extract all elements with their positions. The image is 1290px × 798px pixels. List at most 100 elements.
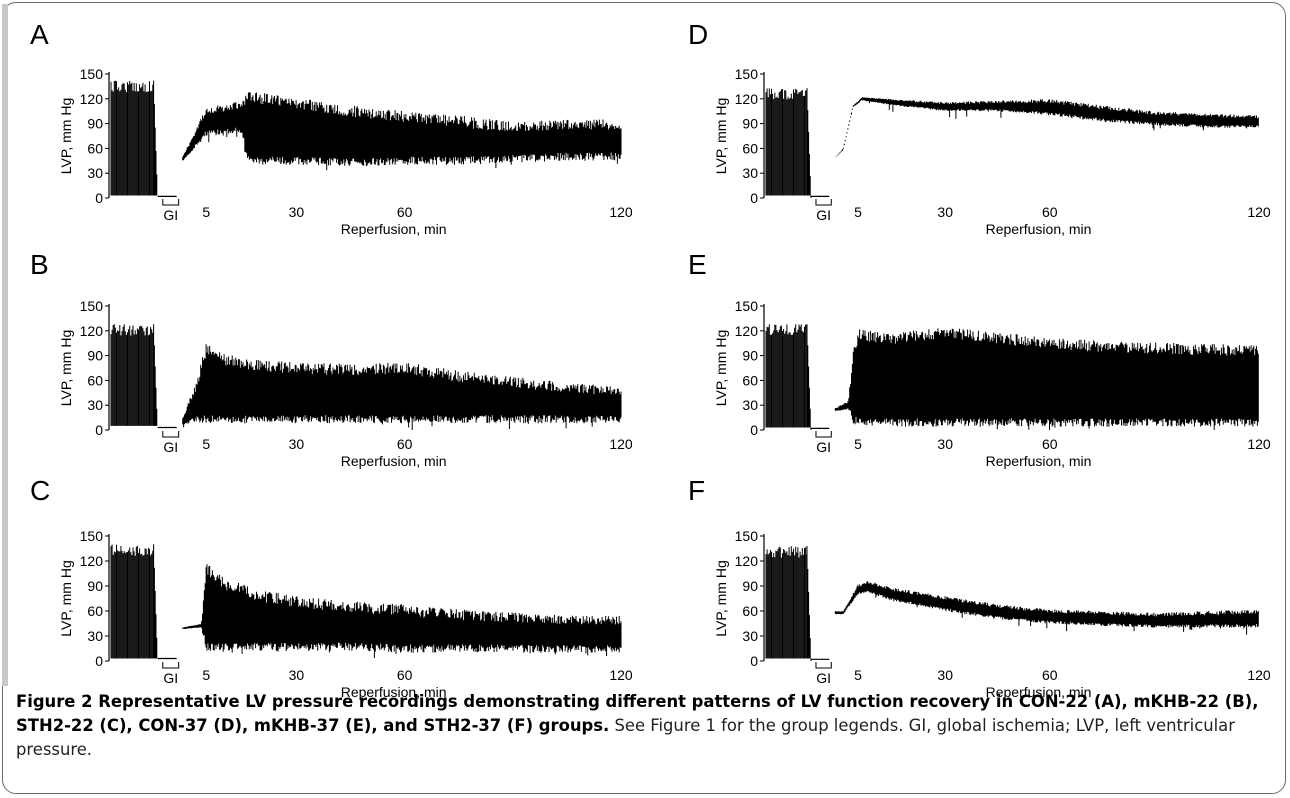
y-tick-label: 90 bbox=[742, 116, 758, 132]
x-tick-label: 30 bbox=[937, 667, 953, 683]
x-tick-label: 5 bbox=[202, 436, 210, 452]
y-axis-label: LVP, mm Hg bbox=[58, 330, 74, 407]
x-tick-label: 120 bbox=[1247, 436, 1271, 452]
gi-label: GI bbox=[816, 439, 831, 455]
x-tick-label: 5 bbox=[854, 204, 862, 220]
x-tick-label: 120 bbox=[1247, 204, 1271, 220]
x-tick-label: 60 bbox=[397, 204, 413, 220]
y-tick-label: 150 bbox=[80, 528, 104, 544]
y-tick-label: 150 bbox=[735, 66, 759, 82]
y-tick-label: 120 bbox=[80, 91, 104, 107]
x-tick-label: 60 bbox=[1042, 204, 1058, 220]
panel-e: E LVP, mm Hg 0 30 60 90 120 150 GI 5 30 60 120 Reperf… bbox=[688, 249, 1271, 469]
x-axis-label: Reperfusion, min bbox=[986, 453, 1092, 469]
y-axis-label: LVP, mm Hg bbox=[713, 560, 729, 637]
caption-title: Figure 2 Representative LV pressure reco… bbox=[16, 692, 1259, 735]
y-tick-label: 60 bbox=[87, 603, 103, 619]
y-tick-label: 30 bbox=[87, 165, 103, 181]
y-tick-label: 0 bbox=[750, 190, 758, 206]
x-tick-label: 60 bbox=[397, 667, 413, 683]
x-tick-label: 30 bbox=[289, 204, 305, 220]
y-tick-label: 0 bbox=[750, 422, 758, 438]
y-axis-label: LVP, mm Hg bbox=[58, 560, 74, 637]
gi-bracket bbox=[815, 662, 832, 669]
y-tick-label: 150 bbox=[80, 298, 104, 314]
y-tick-label: 60 bbox=[742, 603, 758, 619]
baseline-trace bbox=[110, 544, 158, 659]
reperfusion-trace bbox=[182, 92, 622, 171]
reperfusion-trace bbox=[834, 581, 1259, 635]
y-tick-label: 30 bbox=[742, 165, 758, 181]
x-tick-label: 120 bbox=[609, 204, 633, 220]
y-tick-label: 90 bbox=[742, 578, 758, 594]
gi-bracket bbox=[815, 199, 832, 206]
y-tick-label: 30 bbox=[742, 628, 758, 644]
x-tick-label: 120 bbox=[609, 436, 633, 452]
figure-caption: Figure 2 Representative LV pressure reco… bbox=[16, 690, 1272, 762]
baseline-trace bbox=[765, 88, 812, 198]
x-tick-label: 5 bbox=[854, 667, 862, 683]
y-tick-label: 150 bbox=[735, 528, 759, 544]
x-tick-label: 120 bbox=[609, 667, 633, 683]
panel-letter: D bbox=[688, 19, 708, 50]
x-tick-label: 30 bbox=[289, 667, 305, 683]
reperfusion-trace bbox=[834, 97, 1259, 158]
baseline-trace bbox=[765, 324, 812, 430]
gi-bracket bbox=[162, 431, 180, 438]
panel-letter: B bbox=[30, 249, 49, 280]
baseline-trace bbox=[765, 546, 812, 661]
panel-a: A LVP, mm Hg 0 30 60 90 120 150 GI 5 30 60 120 Reperf… bbox=[30, 19, 633, 237]
x-tick-label: 120 bbox=[1247, 667, 1271, 683]
y-tick-label: 120 bbox=[80, 553, 104, 569]
y-tick-label: 90 bbox=[742, 348, 758, 364]
baseline-trace bbox=[110, 324, 158, 426]
panel-f: F LVP, mm Hg 0 30 60 90 120 150 GI 5 30 60 120 Reperf… bbox=[688, 475, 1271, 700]
x-tick-label: 5 bbox=[202, 667, 210, 683]
y-tick-label: 0 bbox=[95, 190, 103, 206]
y-tick-label: 0 bbox=[95, 653, 103, 669]
y-tick-label: 120 bbox=[735, 553, 759, 569]
y-axis-label: LVP, mm Hg bbox=[713, 98, 729, 175]
x-axis-label: Reperfusion, min bbox=[341, 221, 447, 237]
y-tick-label: 30 bbox=[87, 397, 103, 413]
x-axis-label: Reperfusion, min bbox=[986, 221, 1092, 237]
x-axis-label: Reperfusion, min bbox=[341, 684, 447, 700]
reperfusion-trace bbox=[182, 344, 622, 430]
x-tick-label: 5 bbox=[854, 436, 862, 452]
y-tick-label: 60 bbox=[87, 372, 103, 388]
x-axis-label: Reperfusion, min bbox=[341, 453, 447, 469]
gi-label: GI bbox=[163, 670, 178, 686]
baseline-trace bbox=[110, 80, 158, 196]
panel-letter: C bbox=[30, 475, 50, 506]
gi-bracket bbox=[162, 662, 180, 669]
y-tick-label: 0 bbox=[95, 422, 103, 438]
y-tick-label: 30 bbox=[742, 397, 758, 413]
y-tick-label: 60 bbox=[742, 140, 758, 156]
x-tick-label: 30 bbox=[289, 436, 305, 452]
gi-label: GI bbox=[163, 439, 178, 455]
x-tick-label: 30 bbox=[937, 204, 953, 220]
panel-b: B LVP, mm Hg 0 30 60 90 120 150 GI 5 30 60 120 Reperf… bbox=[30, 249, 633, 469]
x-tick-label: 5 bbox=[202, 204, 210, 220]
panel-letter: A bbox=[30, 19, 49, 50]
y-tick-label: 30 bbox=[87, 628, 103, 644]
panel-letter: F bbox=[688, 475, 705, 506]
x-tick-label: 30 bbox=[937, 436, 953, 452]
gi-label: GI bbox=[816, 670, 831, 686]
y-axis-label: LVP, mm Hg bbox=[713, 330, 729, 407]
y-tick-label: 120 bbox=[80, 323, 104, 339]
x-tick-label: 60 bbox=[1042, 436, 1058, 452]
gi-label: GI bbox=[163, 207, 178, 223]
gi-bracket bbox=[815, 431, 832, 438]
caption-text: See Figure 1 for the group legends. GI, … bbox=[16, 716, 1235, 759]
reperfusion-trace bbox=[834, 328, 1259, 430]
y-tick-label: 120 bbox=[735, 323, 759, 339]
y-axis-label: LVP, mm Hg bbox=[58, 98, 74, 175]
figure-accent-bar bbox=[2, 4, 8, 686]
x-tick-label: 60 bbox=[397, 436, 413, 452]
gi-label: GI bbox=[816, 207, 831, 223]
gi-bracket bbox=[162, 199, 180, 206]
y-tick-label: 90 bbox=[87, 348, 103, 364]
y-tick-label: 60 bbox=[742, 372, 758, 388]
